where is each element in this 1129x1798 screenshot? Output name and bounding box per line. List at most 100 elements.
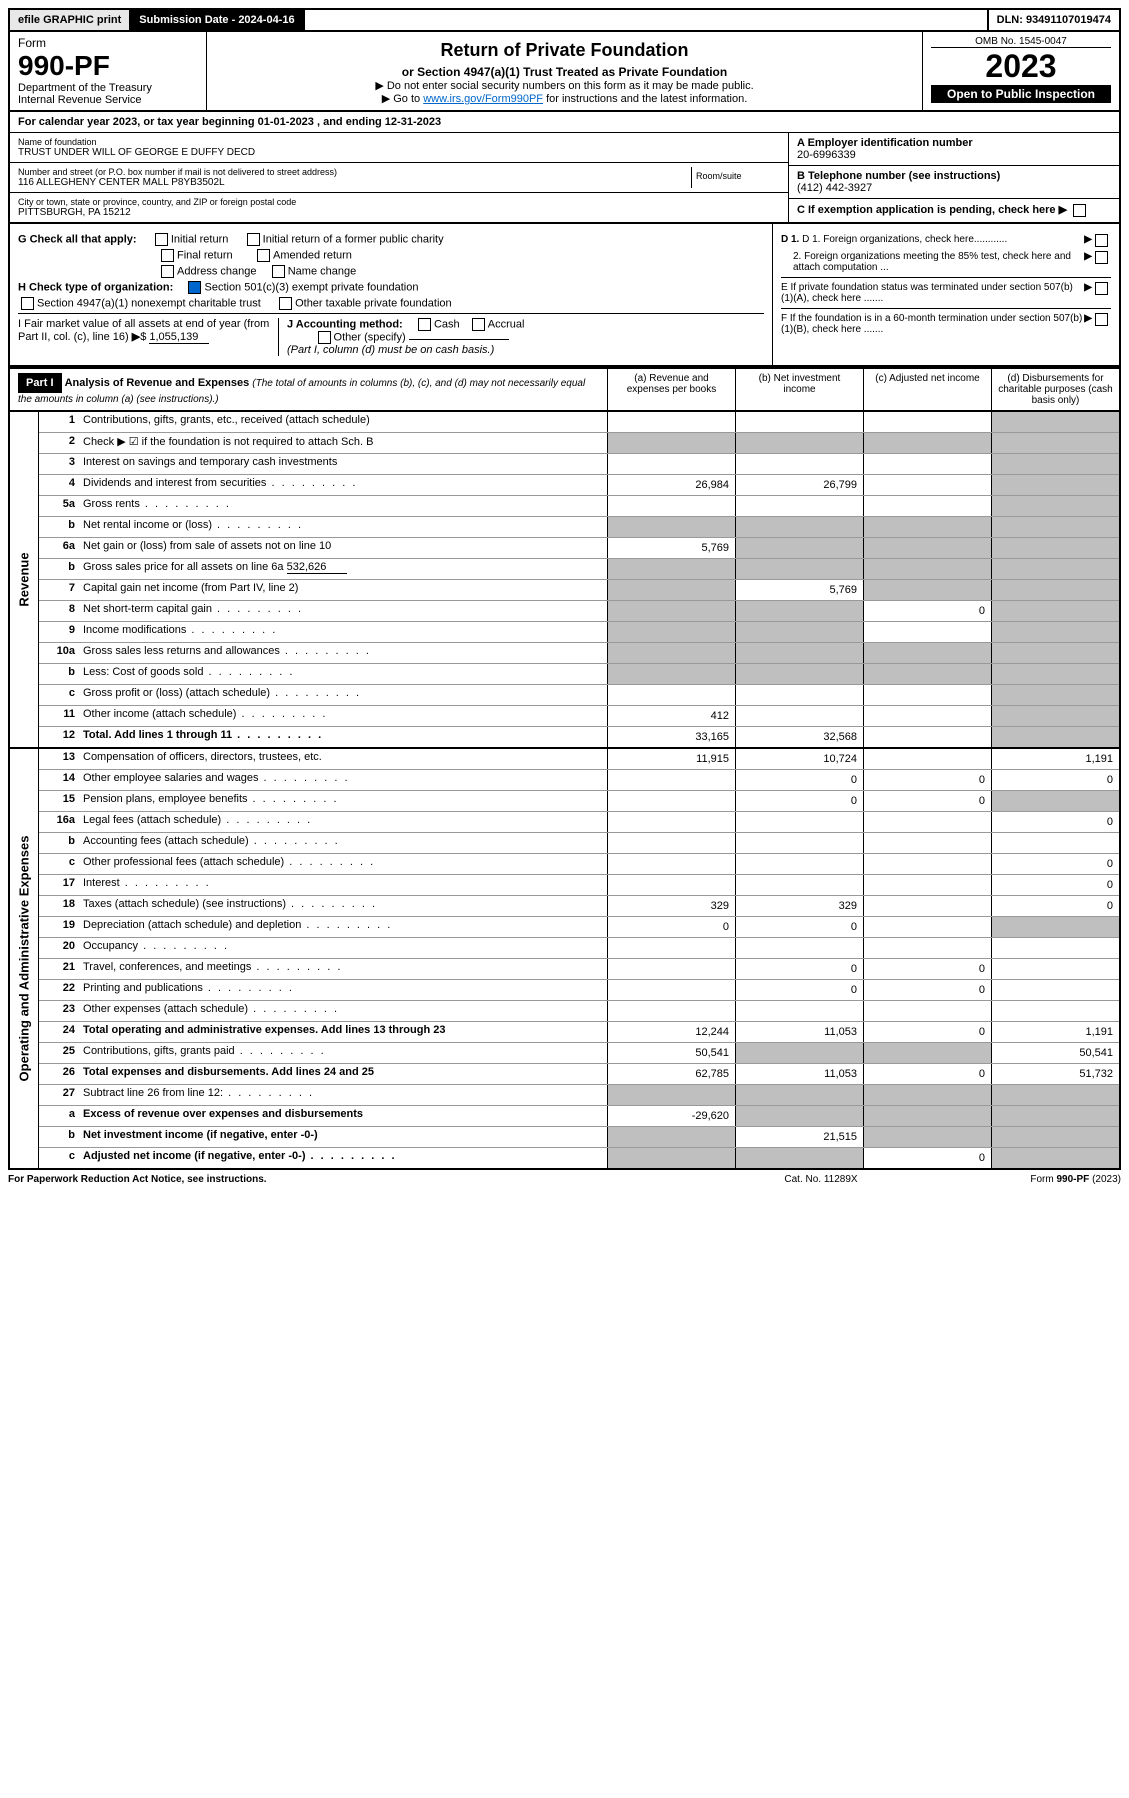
title-row: Form 990-PF Department of the Treasury I… xyxy=(8,32,1121,112)
foundation-name-block: Name of foundation TRUST UNDER WILL OF G… xyxy=(10,133,788,163)
checkbox-name[interactable] xyxy=(272,265,285,278)
revenue-side-label: Revenue xyxy=(10,412,39,747)
room-suite: Room/suite xyxy=(691,167,780,188)
form-link[interactable]: www.irs.gov/Form990PF xyxy=(423,93,543,105)
line-b: bNet rental income or (loss) xyxy=(39,517,1119,538)
form-note-2: ▶ Go to www.irs.gov/Form990PF for instru… xyxy=(215,92,914,105)
line-a: aExcess of revenue over expenses and dis… xyxy=(39,1106,1119,1127)
checkbox-4947[interactable] xyxy=(21,297,34,310)
line-21: 21Travel, conferences, and meetings00 xyxy=(39,959,1119,980)
col-c-header: (c) Adjusted net income xyxy=(863,369,991,410)
d2-item: 2. Foreign organizations meeting the 85%… xyxy=(781,251,1111,273)
footer-mid: Cat. No. 11289X xyxy=(721,1174,921,1185)
line-24: 24Total operating and administrative exp… xyxy=(39,1022,1119,1043)
exemption-block: C If exemption application is pending, c… xyxy=(789,199,1119,221)
tax-year: 2023 xyxy=(931,48,1111,85)
line-14: 14Other employee salaries and wages000 xyxy=(39,770,1119,791)
calendar-year-row: For calendar year 2023, or tax year begi… xyxy=(8,112,1121,133)
line-16a: 16aLegal fees (attach schedule)0 xyxy=(39,812,1119,833)
footer-right: Form 990-PF (2023) xyxy=(921,1174,1121,1185)
line-b: bAccounting fees (attach schedule) xyxy=(39,833,1119,854)
line-27: 27Subtract line 26 from line 12: xyxy=(39,1085,1119,1106)
g-row: G Check all that apply: Initial return I… xyxy=(18,233,764,246)
line-19: 19Depreciation (attach schedule) and dep… xyxy=(39,917,1119,938)
efile-label: efile GRAPHIC print xyxy=(10,10,131,30)
title-mid: Return of Private Foundation or Section … xyxy=(207,32,923,110)
checkbox-cash[interactable] xyxy=(418,318,431,331)
checkbox-address[interactable] xyxy=(161,265,174,278)
checkbox-amended[interactable] xyxy=(257,249,270,262)
f-item: F If the foundation is in a 60-month ter… xyxy=(781,308,1111,335)
line-3: 3Interest on savings and temporary cash … xyxy=(39,454,1119,475)
public-inspection: Open to Public Inspection xyxy=(931,85,1111,103)
expenses-side-label: Operating and Administrative Expenses xyxy=(10,749,39,1168)
footer-left: For Paperwork Reduction Act Notice, see … xyxy=(8,1174,721,1185)
line-26: 26Total expenses and disbursements. Add … xyxy=(39,1064,1119,1085)
address-block: Number and street (or P.O. box number if… xyxy=(10,163,788,193)
omb-number: OMB No. 1545-0047 xyxy=(931,36,1111,48)
submission-date: Submission Date - 2024-04-16 xyxy=(131,10,304,30)
title-right: OMB No. 1545-0047 2023 Open to Public In… xyxy=(923,32,1119,110)
dln: DLN: 93491107019474 xyxy=(989,10,1119,30)
checks-right: D 1. D 1. Foreign organizations, check h… xyxy=(772,224,1119,365)
part1-header-row: Part I Analysis of Revenue and Expenses … xyxy=(8,367,1121,412)
line-6a: 6aNet gain or (loss) from sale of assets… xyxy=(39,538,1119,559)
col-d-header: (d) Disbursements for charitable purpose… xyxy=(991,369,1119,410)
h-row: H Check type of organization: Section 50… xyxy=(18,281,764,294)
line-13: 13Compensation of officers, directors, t… xyxy=(39,749,1119,770)
line-2: 2Check ▶ ☑ if the foundation is not requ… xyxy=(39,433,1119,454)
line-25: 25Contributions, gifts, grants paid50,54… xyxy=(39,1043,1119,1064)
h-row2: Section 4947(a)(1) nonexempt charitable … xyxy=(18,297,764,310)
footer-row: For Paperwork Reduction Act Notice, see … xyxy=(8,1170,1121,1189)
checkbox-initial-former[interactable] xyxy=(247,233,260,246)
form-label: Form xyxy=(18,36,198,50)
line-8: 8Net short-term capital gain0 xyxy=(39,601,1119,622)
col-a-header: (a) Revenue and expenses per books xyxy=(607,369,735,410)
other-specify[interactable] xyxy=(409,339,509,340)
checkbox-other-method[interactable] xyxy=(318,331,331,344)
checkbox-e[interactable] xyxy=(1095,282,1108,295)
line-20: 20Occupancy xyxy=(39,938,1119,959)
identification-row: Name of foundation TRUST UNDER WILL OF G… xyxy=(8,133,1121,224)
line-1: 1Contributions, gifts, grants, etc., rec… xyxy=(39,412,1119,433)
e-item: E If private foundation status was termi… xyxy=(781,277,1111,304)
checks-row: G Check all that apply: Initial return I… xyxy=(8,224,1121,367)
g-row3: Address change Name change xyxy=(18,265,764,278)
d1-item: D 1. D 1. Foreign organizations, check h… xyxy=(781,234,1111,247)
checkbox-d1[interactable] xyxy=(1095,234,1108,247)
part1-label: Part I Analysis of Revenue and Expenses … xyxy=(10,369,607,410)
line-5a: 5aGross rents xyxy=(39,496,1119,517)
checks-left: G Check all that apply: Initial return I… xyxy=(10,224,772,365)
checkbox-501c3[interactable] xyxy=(188,281,201,294)
checkbox-c[interactable] xyxy=(1073,204,1086,217)
checkbox-accrual[interactable] xyxy=(472,318,485,331)
header-bar: efile GRAPHIC print Submission Date - 20… xyxy=(8,8,1121,32)
ij-row: I Fair market value of all assets at end… xyxy=(18,313,764,356)
line-18: 18Taxes (attach schedule) (see instructi… xyxy=(39,896,1119,917)
form-number: 990-PF xyxy=(18,50,198,82)
revenue-table: Revenue 1Contributions, gifts, grants, e… xyxy=(8,412,1121,749)
line-b: bNet investment income (if negative, ent… xyxy=(39,1127,1119,1148)
checkbox-initial[interactable] xyxy=(155,233,168,246)
line-15: 15Pension plans, employee benefits00 xyxy=(39,791,1119,812)
form-subtitle: or Section 4947(a)(1) Trust Treated as P… xyxy=(215,65,914,79)
phone-block: B Telephone number (see instructions) (4… xyxy=(789,166,1119,199)
header-spacer xyxy=(305,10,989,30)
line-7: 7Capital gain net income (from Part IV, … xyxy=(39,580,1119,601)
line-4: 4Dividends and interest from securities2… xyxy=(39,475,1119,496)
line-17: 17Interest0 xyxy=(39,875,1119,896)
dept-2: Internal Revenue Service xyxy=(18,94,198,106)
form-id-block: Form 990-PF Department of the Treasury I… xyxy=(10,32,207,110)
g-row2: Final return Amended return xyxy=(18,249,764,262)
line-10a: 10aGross sales less returns and allowanc… xyxy=(39,643,1119,664)
checkbox-final[interactable] xyxy=(161,249,174,262)
checkbox-f[interactable] xyxy=(1095,313,1108,326)
checkbox-other-tax[interactable] xyxy=(279,297,292,310)
expenses-table: Operating and Administrative Expenses 13… xyxy=(8,749,1121,1170)
line-b: bLess: Cost of goods sold xyxy=(39,664,1119,685)
checkbox-d2[interactable] xyxy=(1095,251,1108,264)
dept-1: Department of the Treasury xyxy=(18,82,198,94)
city-block: City or town, state or province, country… xyxy=(10,193,788,222)
line-12: 12Total. Add lines 1 through 1133,16532,… xyxy=(39,727,1119,747)
line-23: 23Other expenses (attach schedule) xyxy=(39,1001,1119,1022)
